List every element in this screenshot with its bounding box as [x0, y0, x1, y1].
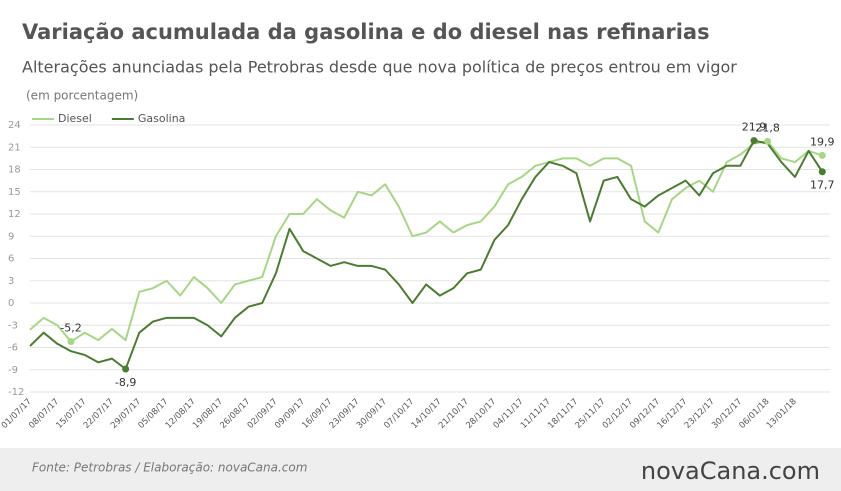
value-label: -8,9	[115, 376, 136, 389]
point	[750, 137, 758, 145]
y-tick-label: 9	[8, 231, 14, 242]
value-label: 17,7	[810, 179, 835, 192]
point	[67, 338, 75, 346]
value-label: 19,9	[810, 135, 835, 148]
y-tick-label: 12	[8, 209, 21, 220]
legend-label: Gasolina	[138, 112, 186, 125]
y-tick-label: 24	[8, 120, 21, 131]
chart-subtitle: Alterações anunciadas pela Petrobras des…	[22, 58, 737, 77]
legend-label: Diesel	[58, 112, 92, 125]
point	[818, 168, 826, 176]
y-tick-label: 15	[8, 187, 21, 198]
point	[122, 365, 130, 373]
y-tick-label: 6	[8, 254, 14, 265]
y-tick-label: -3	[8, 320, 18, 331]
y-tick-label: 21	[8, 142, 21, 153]
y-tick-label: 3	[8, 276, 14, 287]
unit-note: (em porcentagem)	[26, 89, 138, 103]
source: Fonte: Petrobras / Elaboração: novaCana.…	[32, 461, 307, 475]
y-tick-label: 18	[8, 165, 21, 176]
y-tick-label: -6	[8, 343, 18, 354]
point	[764, 137, 772, 145]
value-label: 21,8	[755, 121, 780, 134]
y-tick-label: -12	[8, 387, 24, 398]
footer-band	[0, 448, 841, 491]
value-label: 21,9	[742, 121, 767, 134]
point	[818, 151, 826, 159]
value-label: -5,2	[60, 322, 81, 335]
chart-title: Variação acumulada da gasolina e do dies…	[22, 20, 710, 44]
brand: novaCana.com	[641, 457, 820, 485]
y-tick-label: -9	[8, 365, 18, 376]
series-line	[29, 139, 824, 371]
y-tick-label: 0	[8, 298, 14, 309]
